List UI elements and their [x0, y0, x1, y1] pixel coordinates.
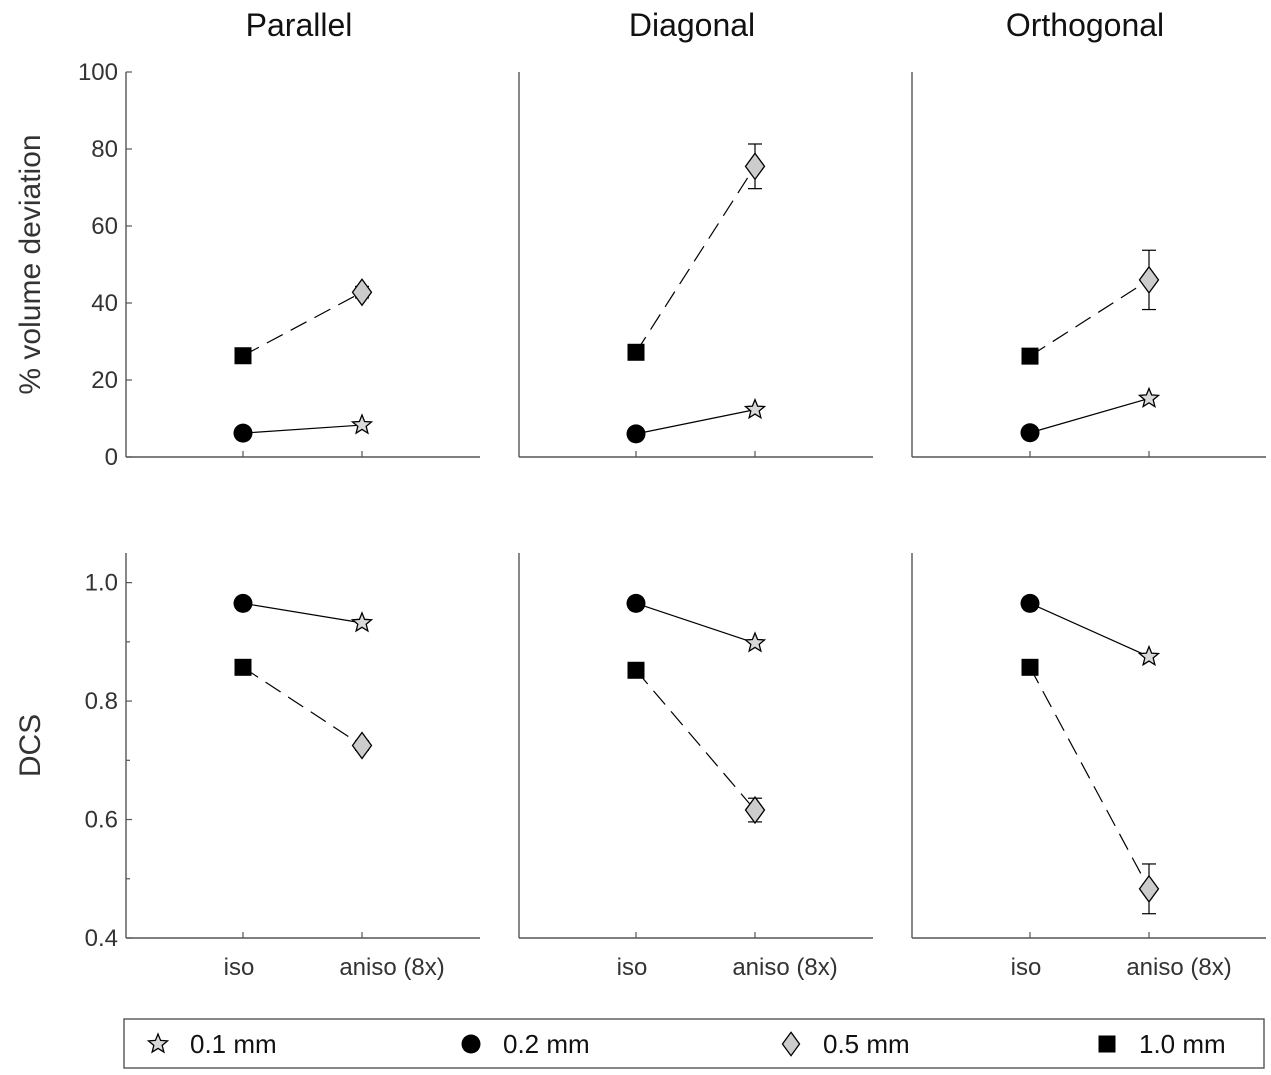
series-line: [1029, 667, 1150, 890]
point-iso: [234, 347, 252, 365]
point-aniso: [743, 397, 767, 420]
diamond-icon: [781, 1031, 801, 1057]
point-iso: [1020, 423, 1040, 443]
y-tick-label: 40: [91, 290, 118, 317]
point-iso: [1021, 347, 1039, 365]
point-iso: [1021, 658, 1039, 676]
x-tick-label: iso: [224, 954, 255, 981]
series-line: [242, 602, 363, 624]
point-iso: [627, 661, 645, 679]
point-aniso: [744, 152, 766, 181]
y-tick-label: 0.4: [85, 925, 118, 952]
panel-4: 0.4 0.6 0.8 1.0 DCS iso aniso (8x): [14, 553, 480, 981]
y-tick-label: 80: [91, 136, 118, 163]
circle-icon: [461, 1034, 481, 1054]
series-line: [1029, 279, 1150, 357]
y-tick-label: 0.6: [85, 807, 118, 834]
point-aniso: [350, 413, 374, 435]
point-aniso: [1137, 386, 1161, 408]
x-tick-label: aniso (8x): [732, 954, 837, 981]
y-tick-label: 100: [78, 59, 118, 86]
point-iso: [233, 593, 253, 613]
panel-6: iso aniso (8x): [911, 553, 1266, 981]
legend-label: 0.1 mm: [190, 1029, 277, 1059]
panel-3: Orthogonal: [911, 7, 1266, 458]
legend-label: 1.0 mm: [1139, 1029, 1226, 1059]
x-tick-label: iso: [617, 954, 648, 981]
y-tick-label: 0: [105, 444, 118, 471]
panel-2: Diagonal: [518, 7, 873, 458]
series-line: [242, 666, 363, 747]
point-aniso: [744, 795, 766, 825]
panel-title: Diagonal: [629, 7, 755, 43]
series-line: [242, 291, 363, 357]
y-axis-label: DCS: [14, 714, 47, 777]
point-iso: [233, 423, 253, 443]
square-icon: [1098, 1035, 1116, 1053]
y-tick-label: 0.8: [85, 688, 118, 715]
legend-box: [123, 1018, 1265, 1069]
point-aniso: [1138, 265, 1160, 295]
series-line: [635, 602, 756, 644]
point-aniso: [351, 731, 373, 760]
x-tick-label: iso: [1011, 954, 1042, 981]
series-line: [1029, 602, 1150, 658]
legend-label: 0.5 mm: [823, 1029, 910, 1059]
x-tick-label: aniso (8x): [1126, 954, 1231, 981]
panel-5: iso aniso (8x): [518, 553, 873, 981]
series-line: [242, 424, 363, 434]
point-iso: [626, 424, 646, 444]
x-tick-label: aniso (8x): [339, 954, 444, 981]
star-icon: [146, 1032, 170, 1054]
point-aniso: [743, 631, 767, 653]
point-iso: [626, 593, 646, 613]
legend: 0.1 mm 0.2 mm 0.5 mm 1.0 mm: [123, 1018, 1265, 1069]
panel-title: Orthogonal: [1006, 7, 1164, 43]
panel-title: Parallel: [246, 7, 353, 43]
y-axis-label: % volume deviation: [14, 134, 47, 394]
point-aniso: [350, 611, 374, 633]
series-line: [635, 669, 756, 811]
y-tick-label: 1.0: [85, 570, 118, 597]
point-aniso: [1138, 874, 1160, 903]
series-line: [635, 409, 756, 435]
series-line: [635, 166, 756, 353]
point-aniso: [351, 278, 373, 307]
panel-1: 0 20 40 60 80 100 % volume deviation Parallel: [14, 7, 480, 471]
y-tick-label: 60: [91, 213, 118, 240]
point-aniso: [1137, 644, 1161, 667]
legend-label: 0.2 mm: [503, 1029, 590, 1059]
point-iso: [234, 658, 252, 676]
point-iso: [627, 343, 645, 361]
y-tick-label: 20: [91, 367, 118, 394]
point-iso: [1020, 593, 1040, 613]
series-line: [1029, 397, 1150, 434]
